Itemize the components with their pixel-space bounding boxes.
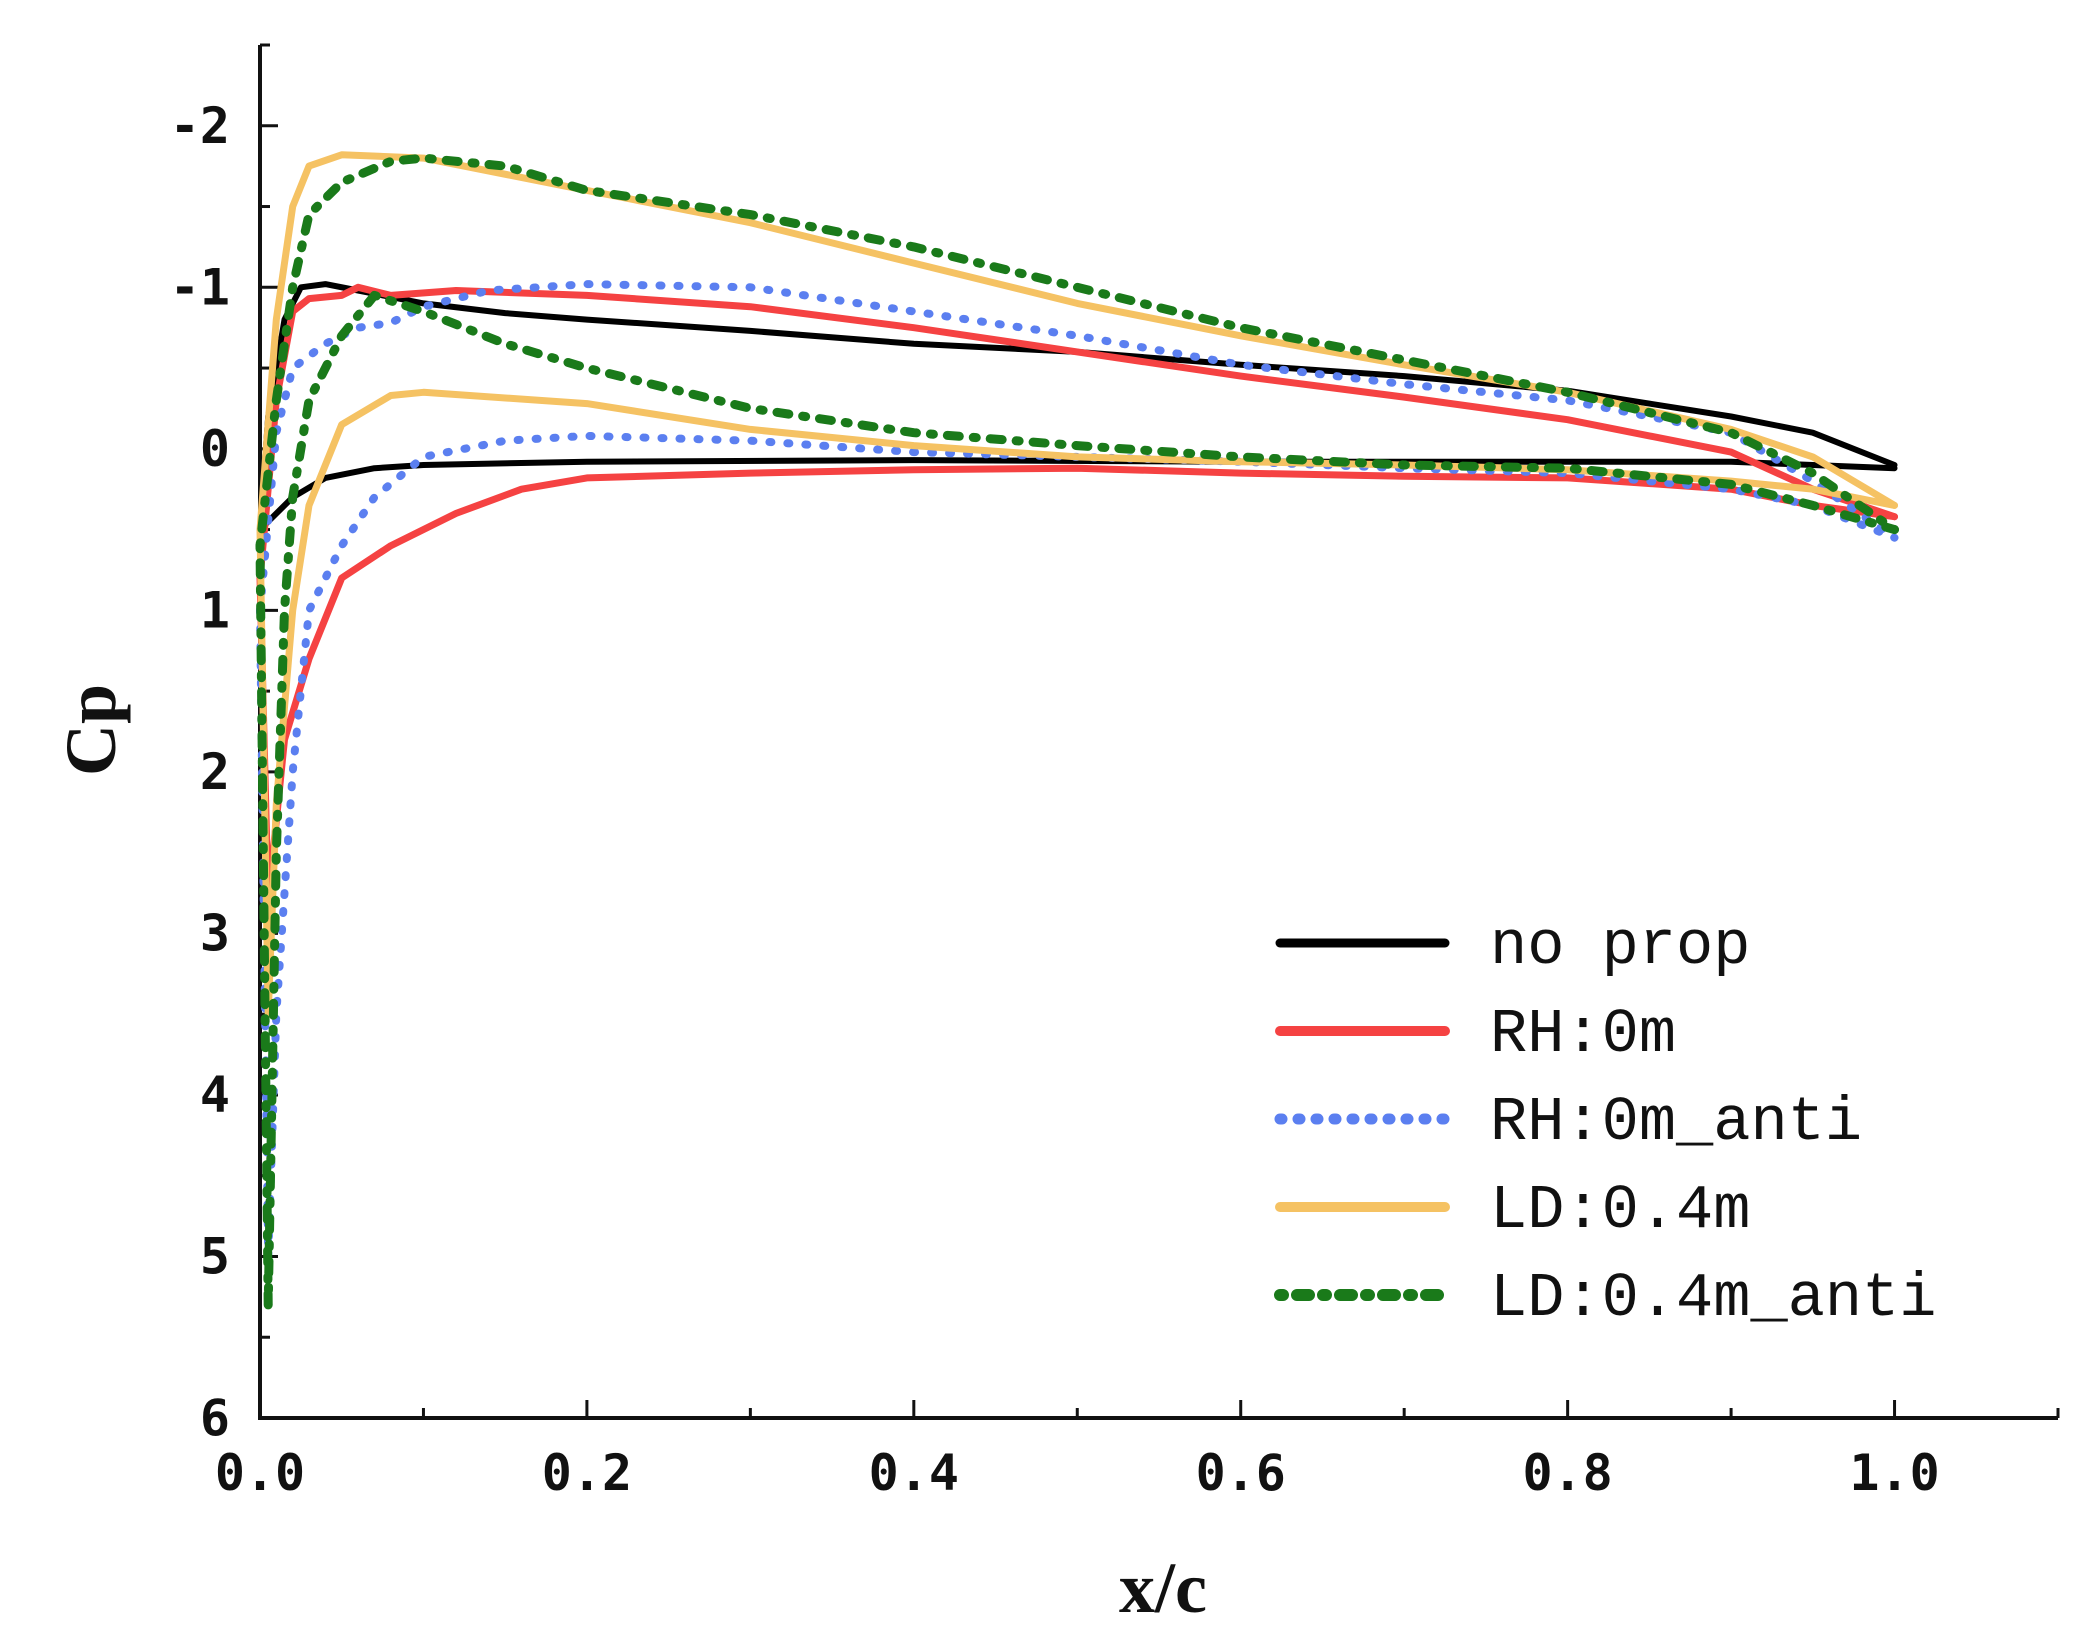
series-line-rh-0m-lower — [256, 464, 1898, 905]
y-tick-label: 5 — [200, 1227, 230, 1285]
x-tick-label: 0.6 — [1196, 1444, 1286, 1502]
legend-label: LD:0.4m_anti — [1490, 1263, 1936, 1334]
x-tick-label: 0.4 — [869, 1444, 959, 1502]
legend: no prop RH:0m RH:0m_anti LD:0.4m LD:0.4m_ant… — [1274, 911, 1936, 1334]
series-line-ld-0-4m-anti-upper — [255, 153, 1899, 551]
x-tick-label: 0.0 — [215, 1444, 305, 1502]
tick-labels: 0.0 0.2 0.4 0.6 0.8 1.0 -2 -1 0 1 2 3 4 5 6 — [170, 97, 1940, 1502]
series-ld-0-4m-anti — [255, 153, 1899, 1310]
series-line-rh-0m-anti-lower — [256, 431, 1899, 1261]
x-tick-label: 0.8 — [1522, 1444, 1612, 1502]
y-tick-label: 4 — [200, 1066, 230, 1124]
legend-label: RH:0m_anti — [1490, 1087, 1862, 1158]
y-tick-label: -1 — [170, 258, 230, 316]
series-rh-0m-anti — [256, 280, 1899, 1261]
y-tick-label: 2 — [200, 743, 230, 801]
series-rh-0m — [256, 283, 1898, 905]
y-tick-label: 1 — [200, 581, 230, 639]
legend-label: LD:0.4m — [1490, 1175, 1750, 1246]
x-tick-label: 0.2 — [542, 1444, 632, 1502]
y-axis-title: Cp — [51, 684, 131, 776]
y-tick-label: 3 — [200, 904, 230, 962]
x-tick-label: 1.0 — [1849, 1444, 1939, 1502]
legend-label: RH:0m — [1490, 999, 1676, 1070]
legend-label: no prop — [1490, 911, 1750, 982]
y-tick-label: -2 — [170, 97, 230, 155]
series-layer — [255, 151, 1899, 1310]
series-line-rh-0m-upper — [256, 283, 1898, 582]
y-tick-label: 0 — [200, 420, 230, 478]
y-tick-label: 6 — [200, 1389, 230, 1447]
x-axis-title: x/c — [1119, 1548, 1207, 1628]
